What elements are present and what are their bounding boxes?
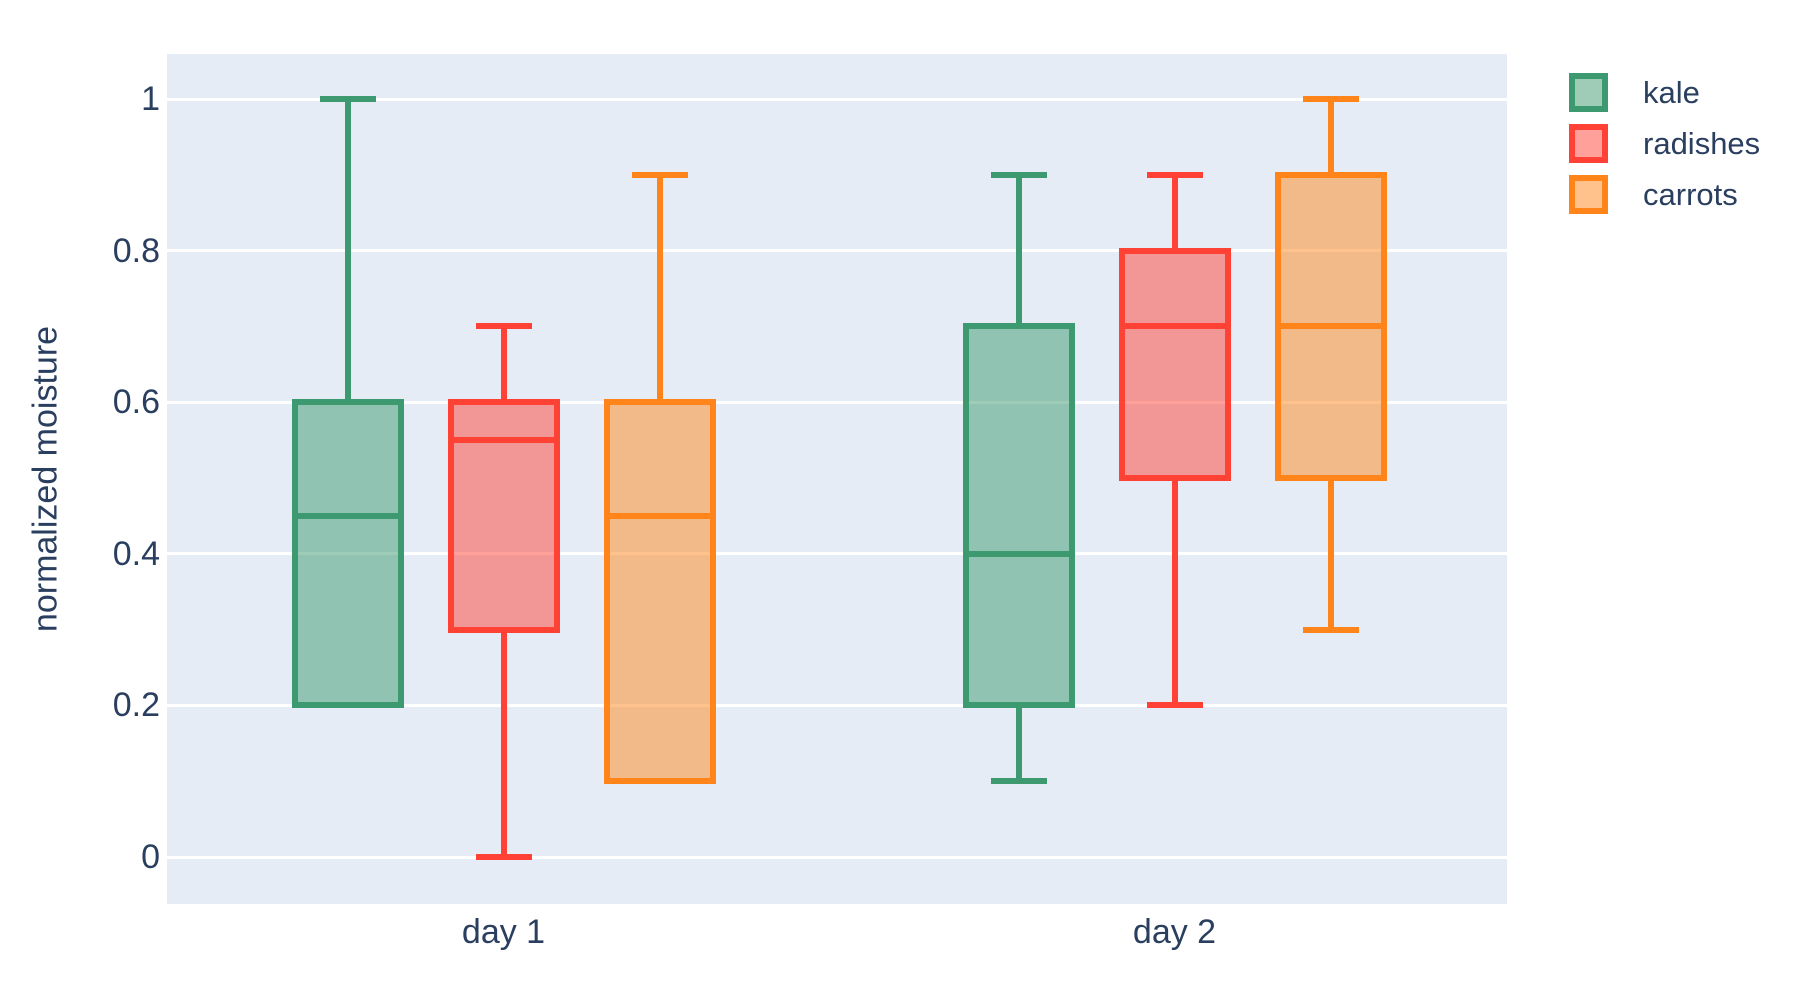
y-tick-label-0.6: 0.6 xyxy=(112,383,160,422)
legend-label-radishes: radishes xyxy=(1643,126,1761,161)
iqr-box xyxy=(291,399,404,709)
legend-item-kale[interactable]: kale xyxy=(1569,73,1760,112)
y-axis-title: normalized moisture xyxy=(26,325,65,633)
upper-whisker-cap xyxy=(1302,96,1359,102)
upper-whisker-line xyxy=(1327,99,1334,175)
lower-whisker-cap xyxy=(990,778,1047,785)
upper-whisker-cap xyxy=(990,171,1047,178)
upper-whisker-cap xyxy=(319,96,376,102)
gridline-y-0.8 xyxy=(167,249,1507,253)
legend: kale radishes carrots xyxy=(1569,73,1760,226)
upper-whisker-line xyxy=(1171,174,1178,251)
median-line xyxy=(609,512,710,519)
kale-legend-swatch-icon xyxy=(1569,73,1608,112)
gridline-y-0.2 xyxy=(167,703,1507,707)
legend-label-carrots: carrots xyxy=(1643,177,1738,212)
y-tick-label-0: 0 xyxy=(141,838,160,876)
lower-whisker-line xyxy=(500,629,507,857)
iqr-box xyxy=(447,399,560,633)
median-line xyxy=(1124,323,1225,330)
median-line xyxy=(453,437,554,444)
gridline-y-0 xyxy=(167,855,1507,859)
y-tick-label-0.8: 0.8 xyxy=(112,231,160,270)
upper-whisker-line xyxy=(656,174,663,403)
iqr-box xyxy=(1118,247,1231,481)
y-tick-label-1: 1 xyxy=(141,80,160,118)
iqr-box xyxy=(603,399,716,785)
upper-whisker-cap xyxy=(631,171,688,178)
legend-label-kale: kale xyxy=(1643,75,1700,110)
lower-whisker-line xyxy=(1327,478,1334,630)
upper-whisker-cap xyxy=(1146,171,1203,178)
gridline-y-0.4 xyxy=(167,552,1507,556)
lower-whisker-line xyxy=(1015,705,1022,782)
median-line xyxy=(968,550,1069,557)
median-line xyxy=(297,512,398,519)
upper-whisker-line xyxy=(344,99,351,403)
iqr-box xyxy=(962,323,1075,709)
median-line xyxy=(1280,323,1381,330)
lower-whisker-line xyxy=(1171,478,1178,706)
y-tick-label-0.2: 0.2 xyxy=(112,686,160,725)
x-tick-label-day-1: day 1 xyxy=(461,913,546,951)
upper-whisker-line xyxy=(500,326,507,403)
plot-area[interactable] xyxy=(167,54,1507,904)
gridline-y-1 xyxy=(167,97,1507,101)
lower-whisker-cap xyxy=(1146,702,1203,709)
lower-whisker-cap xyxy=(1302,626,1359,633)
legend-item-carrots[interactable]: carrots xyxy=(1569,175,1760,214)
upper-whisker-cap xyxy=(475,323,532,330)
y-tick-label-0.4: 0.4 xyxy=(112,534,160,573)
legend-item-radishes[interactable]: radishes xyxy=(1569,124,1760,163)
radishes-legend-swatch-icon xyxy=(1569,124,1608,163)
carrots-legend-swatch-icon xyxy=(1569,175,1608,214)
x-tick-label-day-2: day 2 xyxy=(1132,913,1217,951)
lower-whisker-cap xyxy=(475,854,532,860)
gridline-y-0.6 xyxy=(167,400,1507,404)
upper-whisker-line xyxy=(1015,174,1022,327)
